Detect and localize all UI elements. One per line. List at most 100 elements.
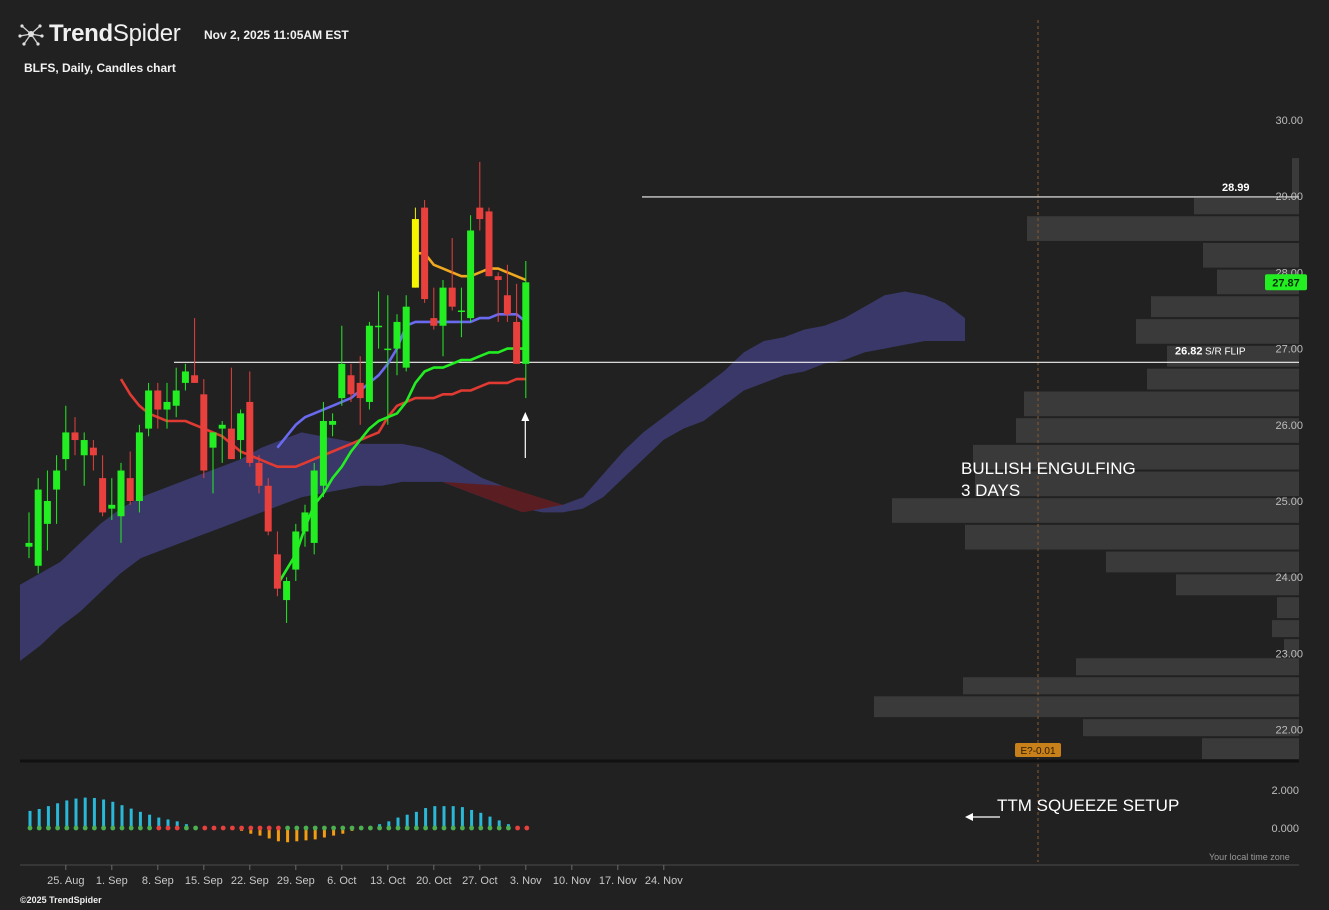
candle-body [126, 478, 134, 501]
candle-body [283, 581, 291, 601]
squeeze-dot [119, 825, 125, 831]
candle-body [264, 485, 272, 532]
candle-body [25, 542, 33, 547]
squeeze-dot [110, 825, 116, 831]
squeeze-histogram-bar [46, 806, 50, 828]
ema-blue-line [276, 313, 527, 449]
candle-body [43, 501, 51, 524]
annotation-engulfing: BULLISH ENGULFING [961, 459, 1136, 478]
timestamp: Nov 2, 2025 11:05AM EST [204, 28, 349, 42]
squeeze-dot [174, 825, 180, 831]
trendspider-logo-icon [18, 24, 44, 46]
x-tick-label: 13. Oct [370, 875, 405, 887]
squeeze-dot [128, 825, 134, 831]
squeeze-dot [303, 825, 309, 831]
candle-body [310, 470, 318, 543]
earnings-tag [1015, 743, 1061, 757]
squeeze-histogram-bar [451, 806, 455, 828]
volume-profile-bar [1106, 551, 1299, 573]
x-tick-label: 1. Sep [96, 875, 128, 887]
candle-body [145, 390, 153, 429]
squeeze-dot [349, 825, 355, 831]
squeeze-histogram-bar [120, 805, 124, 828]
squeeze-dot [276, 825, 281, 831]
squeeze-dot [46, 825, 51, 831]
candle-body [218, 424, 226, 429]
squeeze-dot [64, 825, 70, 831]
x-tick-label: 29. Sep [277, 875, 315, 887]
volume-profile-bar [1147, 368, 1299, 390]
squeeze-histogram-bar [405, 814, 409, 828]
volume-profile-bar [1076, 658, 1299, 676]
squeeze-histogram-bar [92, 797, 96, 828]
squeeze-histogram-bar [470, 809, 474, 828]
volume-profile-bar [1272, 620, 1299, 638]
squeeze-dot [36, 825, 42, 831]
squeeze-histogram-bar [332, 828, 336, 836]
last-price-label: 27.87 [1272, 277, 1300, 289]
candle-body [117, 470, 125, 517]
squeeze-histogram-bar [341, 828, 345, 834]
candle-body [154, 390, 162, 410]
squeeze-histogram-bar [166, 819, 170, 828]
squeeze-dot [294, 825, 300, 831]
squeeze-histogram-bar [129, 808, 133, 828]
volume-profile-bar [975, 471, 1299, 497]
squeeze-histogram-bar [442, 806, 446, 828]
candle-body [393, 321, 401, 349]
candle-body [402, 306, 410, 368]
candle-body [108, 504, 116, 509]
candle-body [338, 363, 346, 399]
squeeze-dot [55, 825, 60, 831]
volume-profile-bar [963, 677, 1299, 695]
squeeze-histogram-bar [497, 820, 501, 828]
engulfing-arrow-icon [521, 412, 530, 421]
squeeze-histogram-bar [460, 807, 464, 828]
candle-body [411, 219, 419, 288]
x-tick-label: 8. Sep [142, 875, 174, 887]
squeeze-dot [386, 825, 392, 831]
candle-body [135, 432, 143, 501]
candle-body [319, 420, 327, 486]
squeeze-dot [147, 825, 153, 831]
squeeze-dot [211, 825, 217, 831]
squeeze-histogram-bar [304, 828, 308, 841]
squeeze-dot [285, 825, 290, 831]
cloud-bearish-twist [442, 481, 563, 513]
volume-profile-bar [1167, 345, 1299, 367]
squeeze-dot [92, 825, 97, 831]
brand-light: Spider [112, 20, 181, 47]
squeeze-dot [414, 825, 419, 831]
squeeze-histogram-bar [37, 809, 41, 828]
squeeze-histogram-bar [157, 817, 161, 828]
squeeze-dot [358, 825, 364, 831]
candle-body [467, 230, 475, 319]
squeeze-dot [404, 825, 410, 831]
squeeze-histogram-bar [102, 799, 106, 828]
ichimoku-cloud [20, 291, 965, 661]
y-tick-label: 27.00 [1275, 344, 1303, 356]
y-tick-label: 30.00 [1275, 115, 1303, 127]
squeeze-dot [73, 825, 79, 831]
squeeze-histogram-bar [258, 828, 262, 836]
squeeze-histogram-bar [313, 828, 317, 840]
squeeze-dot [423, 825, 428, 831]
candle-body [522, 282, 530, 364]
candle-body [301, 512, 309, 532]
volume-profile-bar [1083, 719, 1299, 737]
squeeze-dot [193, 825, 199, 831]
squeeze-dot [220, 825, 226, 831]
squeeze-dot [184, 825, 189, 831]
squeeze-dot [506, 825, 511, 831]
candle-body [71, 432, 79, 441]
volume-profile-bar [892, 498, 1299, 523]
squeeze-dot [377, 825, 382, 831]
y-tick-label: 24.00 [1275, 572, 1303, 584]
squeeze-dot [368, 825, 373, 831]
y-tick-label: 25.00 [1275, 496, 1303, 508]
volume-profile-bar [1203, 242, 1299, 268]
symbol-info: BLFS, Daily, Candles chart [24, 61, 176, 75]
squeeze-histogram-bar [396, 817, 400, 828]
volume-profile-bar [1024, 391, 1299, 417]
